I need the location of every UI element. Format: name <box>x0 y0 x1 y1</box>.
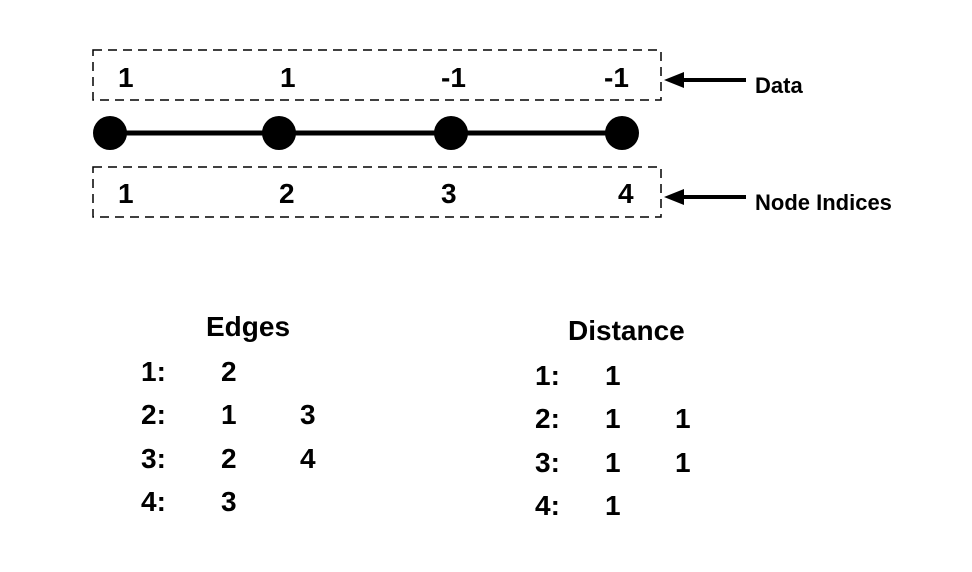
distance-cell: 1 <box>605 449 621 477</box>
edges-cell: 4 <box>300 445 316 473</box>
edges-row-key: 4: <box>141 488 166 516</box>
edges-cell: 2 <box>221 445 237 473</box>
node-index-2: 2 <box>279 180 295 208</box>
distance-cell: 1 <box>605 405 621 433</box>
distance-cell: 1 <box>605 362 621 390</box>
distance-cell: 1 <box>675 449 691 477</box>
edges-row-key: 3: <box>141 445 166 473</box>
data-arrow-icon <box>664 72 746 88</box>
node-index-4: 4 <box>618 180 634 208</box>
edges-cell: 1 <box>221 401 237 429</box>
data-box <box>93 50 661 100</box>
distance-title: Distance <box>568 317 685 345</box>
distance-row-key: 2: <box>535 405 560 433</box>
edges-row-key: 2: <box>141 401 166 429</box>
node-3 <box>434 116 468 150</box>
edges-cell: 3 <box>221 488 237 516</box>
distance-cell: 1 <box>675 405 691 433</box>
node-index-1: 1 <box>118 180 134 208</box>
node-4 <box>605 116 639 150</box>
edges-cell: 3 <box>300 401 316 429</box>
node-1 <box>93 116 127 150</box>
data-value-1: 1 <box>118 64 134 92</box>
node-indices-label: Node Indices <box>755 192 892 214</box>
data-value-4: -1 <box>604 64 629 92</box>
node-2 <box>262 116 296 150</box>
distance-cell: 1 <box>605 492 621 520</box>
node-indices-box <box>93 167 661 217</box>
node-index-3: 3 <box>441 180 457 208</box>
node-indices-arrow-icon <box>664 189 746 205</box>
distance-row-key: 4: <box>535 492 560 520</box>
edges-row-key: 1: <box>141 358 166 386</box>
distance-row-key: 3: <box>535 449 560 477</box>
data-value-3: -1 <box>441 64 466 92</box>
edges-title: Edges <box>206 313 290 341</box>
data-label: Data <box>755 75 803 97</box>
distance-row-key: 1: <box>535 362 560 390</box>
edges-cell: 2 <box>221 358 237 386</box>
data-value-2: 1 <box>280 64 296 92</box>
